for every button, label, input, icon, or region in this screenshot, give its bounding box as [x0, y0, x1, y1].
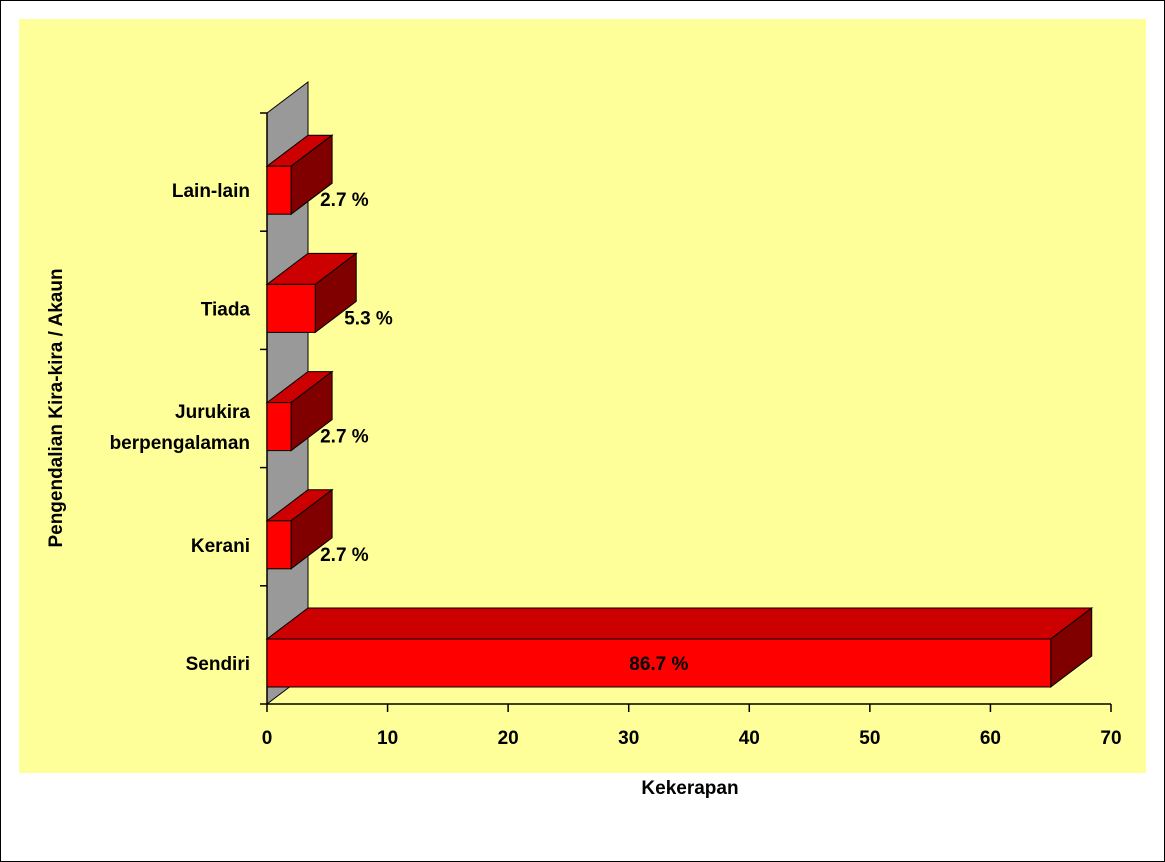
data-label: 2.7 % [320, 427, 369, 448]
bar-front-face [266, 283, 316, 333]
bar-front-face [266, 638, 1052, 688]
y-axis-title: Pengendalian Kira-kira / Akaun [46, 268, 67, 547]
bar-front-face [266, 165, 292, 215]
x-tick-label: 10 [377, 728, 398, 749]
bar-4: 2.7 % [265, 134, 369, 216]
category-label: Lain-lain [172, 181, 250, 202]
data-label: 86.7 % [629, 654, 688, 675]
x-tick-labels: 0 10 20 30 40 50 60 70 [262, 728, 1122, 749]
bar-0: 86.7 % [265, 606, 1094, 689]
x-tick-label: 70 [1100, 728, 1121, 749]
data-label: 5.3 % [344, 308, 393, 329]
x-tick-label: 0 [262, 728, 273, 749]
bars: 2.7 % 5.3 % 2.7 % 2.7 % 86.7 % [265, 134, 1094, 689]
category-label: Tiada [201, 299, 251, 320]
bar-3: 5.3 % [265, 252, 393, 334]
bar-top-face [265, 607, 1094, 640]
x-tick-label: 30 [618, 728, 639, 749]
bar-front-face [266, 402, 292, 452]
category-label: Sendiri [186, 654, 250, 675]
x-tick-label: 60 [980, 728, 1001, 749]
category-label: Jurukira [175, 402, 250, 423]
category-labels: Lain-lain Tiada Jurukira berpengalaman Keran… [110, 181, 251, 675]
category-label: berpengalaman [110, 433, 250, 454]
bar-2: 2.7 % [265, 370, 369, 452]
x-tick-label: 50 [859, 728, 880, 749]
x-tick-label: 40 [739, 728, 760, 749]
x-axis-title: Kekerapan [641, 778, 738, 799]
data-label: 2.7 % [320, 545, 369, 566]
data-label: 2.7 % [320, 190, 369, 211]
category-label: Kerani [191, 536, 250, 557]
x-tick-label: 20 [498, 728, 519, 749]
bar-front-face [266, 520, 292, 570]
bar-1: 2.7 % [265, 488, 369, 570]
